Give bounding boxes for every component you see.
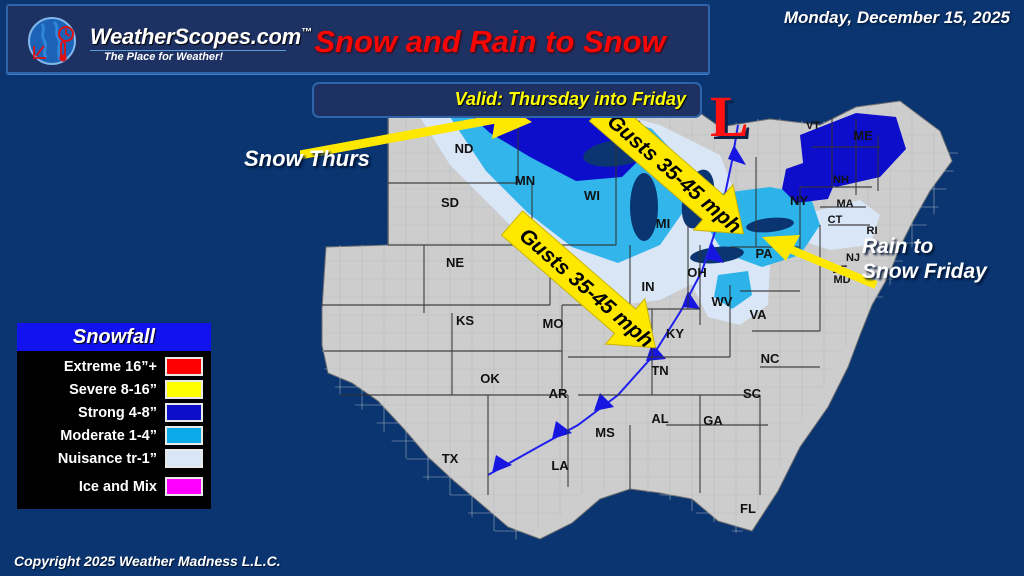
- rain-to-snow-line2: Snow Friday: [862, 260, 987, 283]
- rain-to-snow-label: Rain to Snow Friday: [862, 234, 987, 284]
- snowfall-legend: Snowfall Extreme 16”+ Severe 8-16” Strong …: [16, 322, 212, 510]
- state-borders: [322, 109, 880, 495]
- state-label-ga: GA: [703, 413, 723, 428]
- state-label-ne: NE: [446, 255, 464, 270]
- state-label-me: ME: [853, 128, 873, 143]
- brand-divider: [90, 50, 286, 51]
- us-weather-map[interactable]: NDSDMNWIMINEIAKSMOINOHKYTNOKARMSLATXALGA…: [300, 95, 1024, 565]
- lake-michigan: [630, 173, 658, 241]
- state-label-ma: MA: [836, 198, 853, 210]
- legend-item: Nuisance tr-1”: [17, 447, 211, 470]
- legend-title: Snowfall: [72, 326, 156, 348]
- legend-item-label: Ice and Mix: [78, 478, 157, 495]
- brand-tagline: The Place for Weather!: [104, 51, 223, 63]
- rain-to-snow-arrow: [762, 235, 878, 289]
- legend-item: Moderate 1-4”: [17, 424, 211, 447]
- rain-to-snow-line1: Rain to: [862, 235, 934, 258]
- legend-item: Ice and Mix: [17, 475, 211, 498]
- state-label-va: VA: [749, 307, 767, 322]
- legend-item-label: Severe 8-16”: [69, 381, 157, 398]
- state-label-ok: OK: [480, 371, 500, 386]
- snow-band-moderate-wv: [714, 271, 752, 309]
- legend-item: Strong 4-8”: [17, 401, 211, 424]
- state-label-vt: VT: [806, 120, 820, 132]
- globe-weather-logo-icon[interactable]: [24, 16, 84, 66]
- header-bar: WeatherScopes.com™ The Place for Weather…: [6, 4, 710, 74]
- state-label-sc: SC: [743, 386, 762, 401]
- legend-item-swatch: [165, 357, 203, 376]
- state-label-tn: TN: [651, 363, 668, 378]
- state-label-ky: KY: [666, 326, 684, 341]
- snow-thurs-label: Snow Thurs: [244, 146, 370, 171]
- state-label-ms: MS: [595, 425, 615, 440]
- legend-item-label: Nuisance tr-1”: [57, 450, 157, 467]
- valid-text: Valid: Thursday into Friday: [454, 89, 686, 109]
- legend-item: Severe 8-16”: [17, 378, 211, 401]
- state-label-nc: NC: [761, 351, 780, 366]
- legend-item-swatch: [165, 403, 203, 422]
- trademark-symbol: ™: [300, 26, 312, 39]
- copyright-label: Copyright 2025 Weather Madness L.L.C.: [14, 553, 281, 569]
- date-label: Monday, December 15, 2025: [783, 8, 1010, 27]
- legend-item-label: Strong 4-8”: [78, 404, 157, 421]
- state-label-ny: NY: [790, 193, 808, 208]
- state-label-ri: RI: [867, 225, 878, 237]
- state-label-pa: PA: [755, 246, 773, 261]
- state-label-in: IN: [642, 279, 655, 294]
- state-label-mn: MN: [515, 173, 535, 188]
- legend-item-swatch: [165, 426, 203, 445]
- legend-item: Extreme 16”+: [17, 355, 211, 378]
- valid-banner: Valid: Thursday into Friday: [312, 82, 702, 118]
- state-label-ar: AR: [549, 386, 568, 401]
- state-label-tx: TX: [442, 451, 459, 466]
- state-label-md: MD: [833, 274, 850, 286]
- state-label-ks: KS: [456, 313, 474, 328]
- state-label-la: LA: [551, 458, 569, 473]
- state-label-wv: WV: [712, 294, 733, 309]
- legend-rows: Extreme 16”+ Severe 8-16” Strong 4-8” Moder…: [17, 355, 211, 498]
- legend-item-swatch: [165, 380, 203, 399]
- state-label-nj: NJ: [846, 252, 860, 264]
- state-label-ct: CT: [828, 214, 843, 226]
- state-label-sd: SD: [441, 195, 459, 210]
- state-label-nh: NH: [833, 174, 849, 186]
- legend-item-label: Extreme 16”+: [63, 358, 157, 375]
- state-label-fl: FL: [740, 501, 756, 516]
- state-label-mo: MO: [543, 316, 564, 331]
- brand-label: WeatherScopes.com: [90, 24, 301, 49]
- legend-title-bar: [17, 323, 211, 351]
- state-labels: NDSDMNWIMINEIAKSMOINOHKYTNOKARMSLATXALGA…: [441, 120, 878, 516]
- legend-item-label: Moderate 1-4”: [60, 427, 157, 444]
- snow-band-strong-ny: [782, 157, 838, 203]
- brand-name: WeatherScopes.com™: [90, 24, 312, 50]
- low-pressure-symbol: L: [710, 84, 749, 149]
- state-label-oh: OH: [687, 265, 707, 280]
- state-label-nd: ND: [455, 141, 474, 156]
- state-label-wi: WI: [584, 188, 600, 203]
- state-label-mi: MI: [656, 216, 670, 231]
- state-label-al: AL: [651, 411, 668, 426]
- legend-item-swatch: [165, 449, 203, 468]
- page-title: Snow and Rain to Snow: [314, 24, 666, 59]
- lake-ontario: [746, 217, 794, 233]
- legend-item-swatch: [165, 477, 203, 496]
